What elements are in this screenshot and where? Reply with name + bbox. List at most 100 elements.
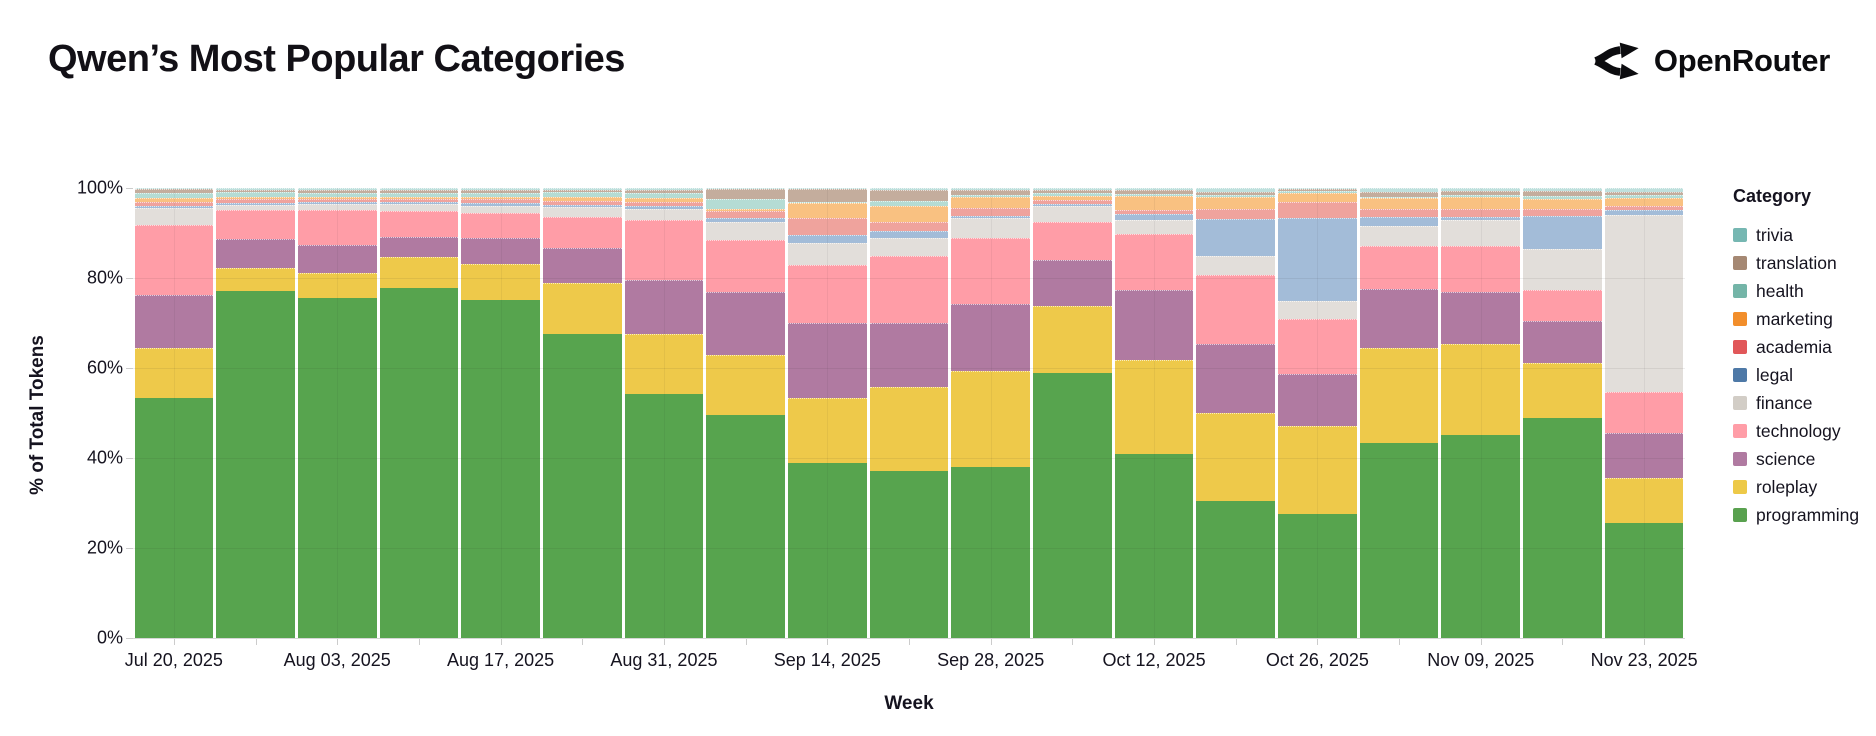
segment-health[interactable] xyxy=(461,192,540,197)
segment-technology[interactable] xyxy=(379,210,459,237)
segment-marketing[interactable] xyxy=(542,197,622,201)
segment-academia[interactable] xyxy=(1114,209,1194,215)
segment-programming[interactable] xyxy=(216,290,295,638)
segment-programming[interactable] xyxy=(379,288,459,638)
segment-health[interactable] xyxy=(379,192,459,197)
segment-health[interactable] xyxy=(1114,194,1194,197)
segment-health[interactable] xyxy=(297,192,377,197)
segment-technology[interactable] xyxy=(1033,221,1112,260)
segment-trivia[interactable] xyxy=(951,188,1030,190)
segment-academia[interactable] xyxy=(542,200,622,205)
segment-health[interactable] xyxy=(1033,193,1112,196)
segment-science[interactable] xyxy=(1359,288,1439,349)
segment-academia[interactable] xyxy=(134,201,214,206)
stacked-bar-aug-10-2025[interactable] xyxy=(379,188,459,638)
stacked-bar-nov-23-2025[interactable] xyxy=(1604,188,1684,638)
legend-item-trivia[interactable]: trivia xyxy=(1733,221,1859,249)
segment-roleplay[interactable] xyxy=(1033,305,1112,373)
segment-finance[interactable] xyxy=(706,221,785,241)
segment-finance[interactable] xyxy=(1114,219,1194,235)
segment-legal[interactable] xyxy=(1604,210,1684,215)
segment-legal[interactable] xyxy=(1441,217,1521,221)
segment-health[interactable] xyxy=(1359,196,1439,198)
segment-roleplay[interactable] xyxy=(1523,362,1602,418)
stacked-bar-sep-07-2025[interactable] xyxy=(706,187,785,638)
segment-technology[interactable] xyxy=(1441,246,1521,292)
segment-science[interactable] xyxy=(1441,291,1521,344)
segment-programming[interactable] xyxy=(624,394,704,638)
segment-roleplay[interactable] xyxy=(297,272,377,298)
segment-academia[interactable] xyxy=(461,199,540,204)
legend-item-translation[interactable]: translation xyxy=(1733,249,1859,277)
segment-health[interactable] xyxy=(1604,195,1684,198)
segment-roleplay[interactable] xyxy=(134,348,214,398)
segment-trivia[interactable] xyxy=(624,188,704,190)
segment-programming[interactable] xyxy=(787,462,867,638)
segment-translation[interactable] xyxy=(624,189,704,193)
segment-marketing[interactable] xyxy=(1278,192,1357,203)
segment-translation[interactable] xyxy=(1033,190,1112,194)
segment-health[interactable] xyxy=(1441,194,1521,197)
segment-programming[interactable] xyxy=(1523,417,1602,638)
segment-academia[interactable] xyxy=(624,201,704,206)
segment-trivia[interactable] xyxy=(216,188,295,190)
segment-marketing[interactable] xyxy=(1604,197,1684,206)
segment-finance[interactable] xyxy=(624,208,704,220)
segment-trivia[interactable] xyxy=(1604,188,1684,192)
segment-finance[interactable] xyxy=(542,206,622,217)
segment-marketing[interactable] xyxy=(1441,197,1521,209)
segment-legal[interactable] xyxy=(1359,217,1439,226)
segment-programming[interactable] xyxy=(1604,522,1684,638)
stacked-bar-sep-28-2025[interactable] xyxy=(951,188,1030,638)
stacked-bar-oct-26-2025[interactable] xyxy=(1278,188,1357,638)
segment-programming[interactable] xyxy=(1033,372,1112,638)
stacked-bar-sep-14-2025[interactable] xyxy=(787,187,867,638)
segment-legal[interactable] xyxy=(461,203,540,206)
segment-academia[interactable] xyxy=(1604,205,1684,211)
segment-legal[interactable] xyxy=(542,204,622,207)
segment-roleplay[interactable] xyxy=(1604,477,1684,523)
segment-marketing[interactable] xyxy=(787,203,867,219)
legend-item-health[interactable]: health xyxy=(1733,277,1859,305)
segment-roleplay[interactable] xyxy=(1278,426,1357,515)
segment-science[interactable] xyxy=(1033,260,1112,306)
segment-roleplay[interactable] xyxy=(1441,343,1521,436)
legend-item-academia[interactable]: academia xyxy=(1733,333,1859,361)
segment-marketing[interactable] xyxy=(216,196,295,200)
segment-marketing[interactable] xyxy=(134,198,214,202)
segment-translation[interactable] xyxy=(1114,189,1194,195)
segment-health[interactable] xyxy=(1523,195,1602,199)
segment-legal[interactable] xyxy=(297,202,377,205)
segment-health[interactable] xyxy=(1278,191,1357,193)
stacked-bar-aug-24-2025[interactable] xyxy=(542,188,622,638)
segment-roleplay[interactable] xyxy=(706,354,785,415)
segment-technology[interactable] xyxy=(542,216,622,249)
segment-health[interactable] xyxy=(624,192,704,199)
segment-legal[interactable] xyxy=(706,217,785,222)
legend-item-roleplay[interactable]: roleplay xyxy=(1733,473,1859,501)
segment-marketing[interactable] xyxy=(1359,197,1439,209)
segment-translation[interactable] xyxy=(869,189,949,201)
segment-technology[interactable] xyxy=(1114,234,1194,291)
segment-marketing[interactable] xyxy=(1033,195,1112,200)
segment-finance[interactable] xyxy=(787,243,867,265)
segment-technology[interactable] xyxy=(787,264,867,323)
segment-trivia[interactable] xyxy=(297,188,377,190)
segment-marketing[interactable] xyxy=(461,196,540,200)
segment-finance[interactable] xyxy=(379,204,459,211)
segment-academia[interactable] xyxy=(1441,208,1521,218)
legend-item-marketing[interactable]: marketing xyxy=(1733,305,1859,333)
segment-programming[interactable] xyxy=(1196,501,1276,638)
segment-academia[interactable] xyxy=(1278,202,1357,219)
segment-health[interactable] xyxy=(216,192,295,197)
segment-programming[interactable] xyxy=(461,300,540,638)
segment-technology[interactable] xyxy=(134,224,214,296)
segment-roleplay[interactable] xyxy=(1196,412,1276,502)
segment-academia[interactable] xyxy=(1523,208,1602,217)
stacked-bar-nov-09-2025[interactable] xyxy=(1441,188,1521,638)
segment-finance[interactable] xyxy=(1196,256,1276,275)
segment-technology[interactable] xyxy=(869,256,949,323)
segment-legal[interactable] xyxy=(1278,218,1357,301)
segment-science[interactable] xyxy=(951,304,1030,372)
stacked-bar-oct-19-2025[interactable] xyxy=(1196,188,1276,638)
